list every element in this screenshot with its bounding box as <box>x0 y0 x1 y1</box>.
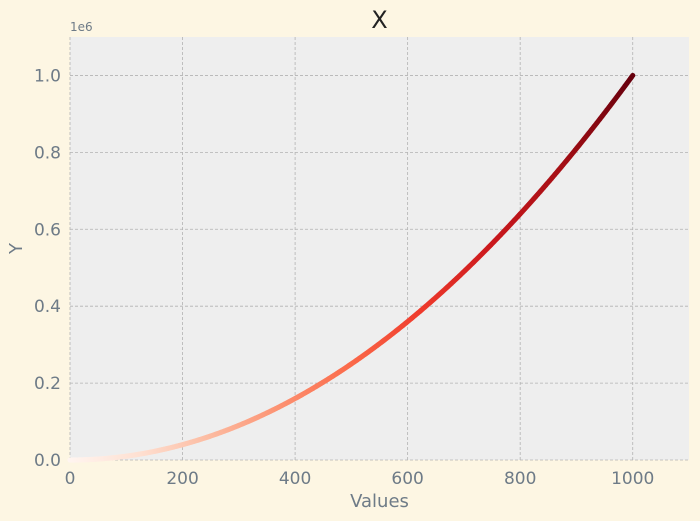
y-tick-label: 0.0 <box>34 451 61 471</box>
x-tick-label: 800 <box>504 469 536 489</box>
plot-background <box>70 37 689 460</box>
y-tick-label: 0.4 <box>34 297 61 317</box>
y-tick-label: 0.6 <box>34 220 61 240</box>
data-series <box>67 72 636 463</box>
y-axis-label: Y <box>6 242 27 255</box>
x-tick-label: 200 <box>166 469 198 489</box>
y-tick-label: 1.0 <box>34 66 61 86</box>
y-tick-label: 0.2 <box>34 374 61 394</box>
grid <box>69 37 689 461</box>
y-tick-label: 0.8 <box>34 143 61 163</box>
ticks: 0 200 400 600 800 1000 0.0 0.2 0.4 0.6 0.8 1.0 <box>34 66 654 489</box>
y-axis-offset-label: 1e6 <box>70 20 93 34</box>
x-tick-label: 400 <box>279 469 311 489</box>
x-tick-label: 0 <box>65 469 76 489</box>
x-tick-label: 600 <box>391 469 423 489</box>
scatter-point <box>630 72 636 79</box>
chart-title: X <box>371 6 387 34</box>
x-tick-label: 1000 <box>611 469 654 489</box>
x-axis-label: Values <box>350 491 409 512</box>
